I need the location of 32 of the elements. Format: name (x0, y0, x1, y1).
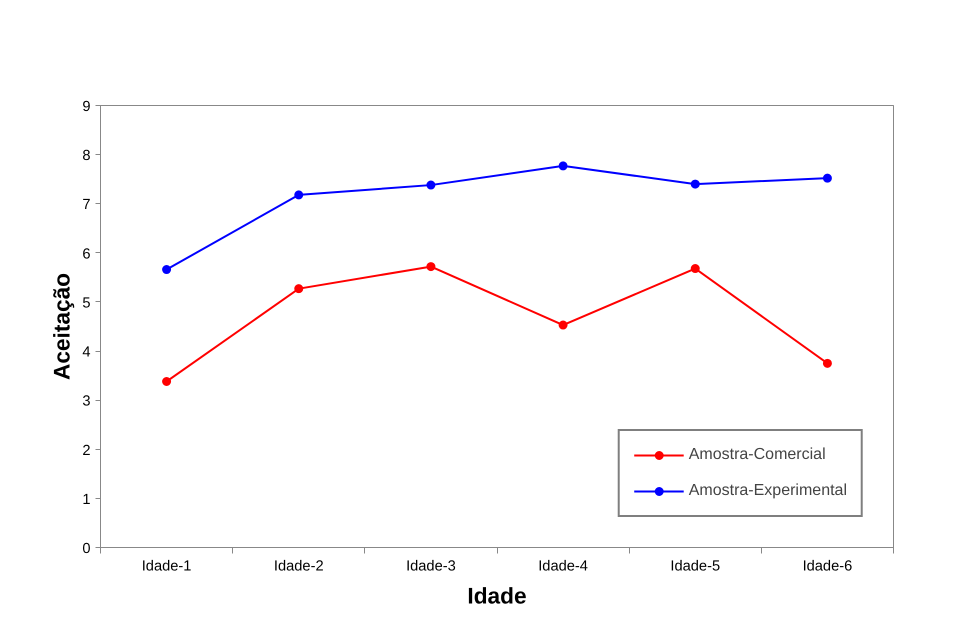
legend-label: Amostra-Comercial (688, 446, 826, 464)
x-tick-label: Idade-2 (274, 558, 324, 574)
point (558, 320, 568, 330)
y-tick-label: 5 (82, 295, 91, 312)
y-axis-title: Aceitação (48, 272, 74, 380)
y-tick-label: 3 (82, 394, 91, 410)
x-tick-label: Idade-1 (142, 558, 192, 574)
point (162, 265, 172, 274)
point (690, 264, 700, 274)
y-tick-label: 6 (82, 246, 91, 262)
x-axis-title: Idade (467, 582, 527, 608)
point (822, 358, 832, 368)
point (822, 174, 832, 183)
point (690, 180, 700, 189)
point (426, 180, 436, 190)
y-tick-label: 9 (82, 99, 91, 115)
x-tick-label: Idade-5 (670, 558, 720, 574)
y-tick-label: 1 (82, 492, 91, 508)
y-tick-label: 4 (82, 344, 91, 361)
y-tick-label: 2 (82, 442, 91, 459)
x-tick-label: Idade-4 (538, 558, 588, 574)
y-tick-label: 8 (82, 148, 91, 164)
point (162, 377, 172, 386)
point (558, 161, 568, 170)
point (294, 284, 304, 294)
x-tick-label: Idade-3 (406, 558, 456, 574)
y-tick-label: 0 (82, 541, 91, 557)
point (426, 262, 436, 272)
point (294, 190, 304, 200)
legend-label: Amostra-Experimental (688, 482, 847, 500)
x-tick-label: Idade-6 (802, 558, 852, 574)
y-tick-label: 7 (82, 197, 91, 214)
